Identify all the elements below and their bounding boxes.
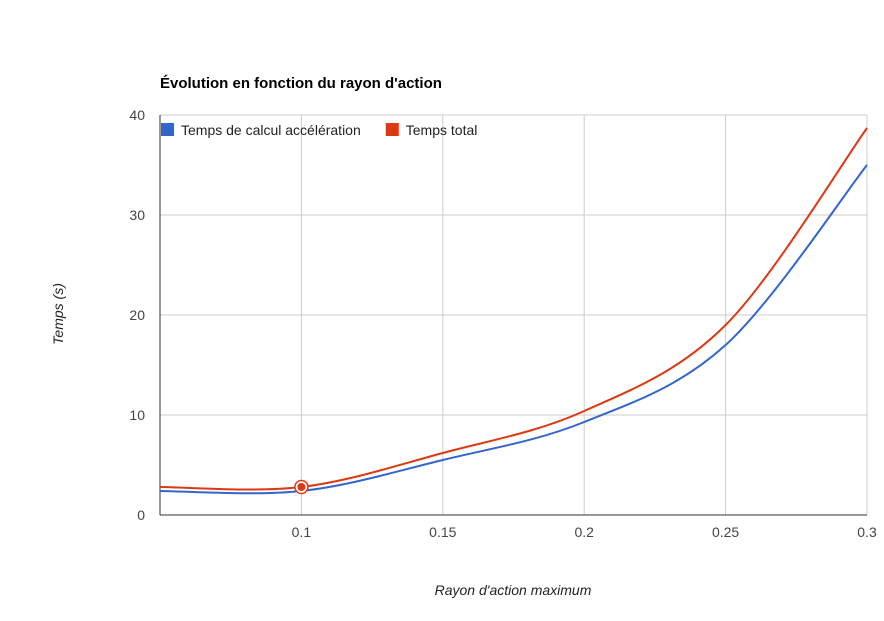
axes: 0 10 20 30 40 0.1 0.15 0.2 0.25 0.3: [129, 107, 877, 540]
legend-swatch: [385, 123, 399, 136]
x-tick-label: 0.1: [292, 524, 312, 540]
series-line-1[interactable]: [159, 164, 868, 495]
legend-label: Temps total: [406, 122, 478, 138]
legend-label: Temps de calcul accélération: [181, 122, 361, 138]
x-tick-label: 0.25: [712, 524, 739, 540]
series-line-2[interactable]: [159, 127, 868, 491]
y-tick-label: 10: [129, 407, 145, 423]
y-tick-label: 30: [129, 207, 145, 223]
y-tick-label: 40: [129, 107, 145, 123]
y-tick-label: 20: [129, 307, 145, 323]
y-tick-label: 0: [137, 507, 145, 523]
x-tick-label: 0.2: [574, 524, 594, 540]
grid: [160, 114, 868, 515]
legend-item-2[interactable]: Temps total: [385, 122, 478, 138]
series-layer: [159, 127, 868, 495]
highlighted-point[interactable]: [297, 483, 306, 491]
legend[interactable]: Temps de calcul accélération Temps total: [161, 122, 477, 138]
legend-swatch: [161, 123, 174, 136]
x-tick-label: 0.3: [857, 524, 877, 540]
chart-title: Évolution en fonction du rayon d'action: [160, 75, 442, 92]
y-axis-title: Temps (s): [50, 283, 66, 345]
legend-item-1[interactable]: Temps de calcul accélération: [161, 122, 361, 138]
x-axis-title: Rayon d'action maximum: [435, 582, 592, 598]
x-tick-label: 0.15: [429, 524, 456, 540]
